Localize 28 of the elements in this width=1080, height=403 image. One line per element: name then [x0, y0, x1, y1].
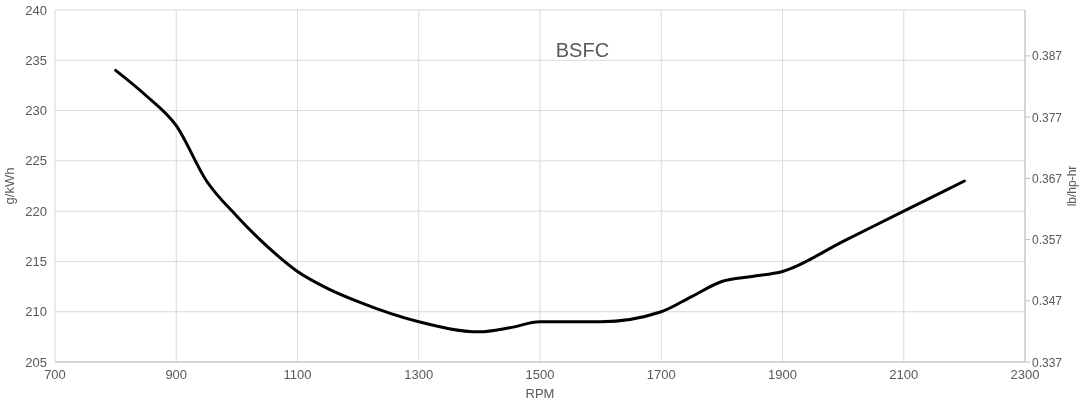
x-tick-label: 1300: [404, 367, 434, 382]
x-tick-label: 1100: [283, 367, 312, 382]
x-tick-label: 700: [44, 367, 66, 382]
y2-tick-label: 0.387: [1032, 49, 1063, 64]
y-tick-label: 215: [25, 253, 47, 269]
y-tick-label: 230: [25, 103, 47, 119]
x-tick-label: 1700: [646, 367, 676, 382]
y2-tick-label: 0.357: [1032, 233, 1063, 248]
x-tick-label: 2300: [1010, 367, 1040, 382]
x-tick-label: 900: [165, 367, 188, 382]
x-axis-title: RPM: [525, 386, 555, 401]
y2-tick-label: 0.347: [1032, 294, 1063, 309]
y2-axis-title: lb/hp-hr: [1065, 165, 1079, 207]
y-tick-label: 225: [25, 153, 47, 169]
x-tick-label: 1900: [768, 367, 797, 382]
line-series: [114, 68, 966, 334]
y-tick-label: 235: [25, 52, 47, 68]
y-tick-label: 205: [25, 354, 47, 370]
x-tick-label: 2100: [889, 367, 919, 382]
y2-tick-label: 0.337: [1032, 355, 1063, 370]
y2-tick-label: 0.367: [1032, 171, 1063, 186]
y-tick-label: 220: [25, 203, 47, 219]
y-axis-title: g/kWh: [2, 167, 17, 205]
y2-tick-label: 0.377: [1032, 110, 1063, 125]
y-tick-label: 240: [25, 2, 47, 18]
y-tick-label: 210: [25, 304, 47, 320]
x-tick-label: 1500: [525, 367, 555, 382]
text: BSFC: [555, 39, 610, 62]
